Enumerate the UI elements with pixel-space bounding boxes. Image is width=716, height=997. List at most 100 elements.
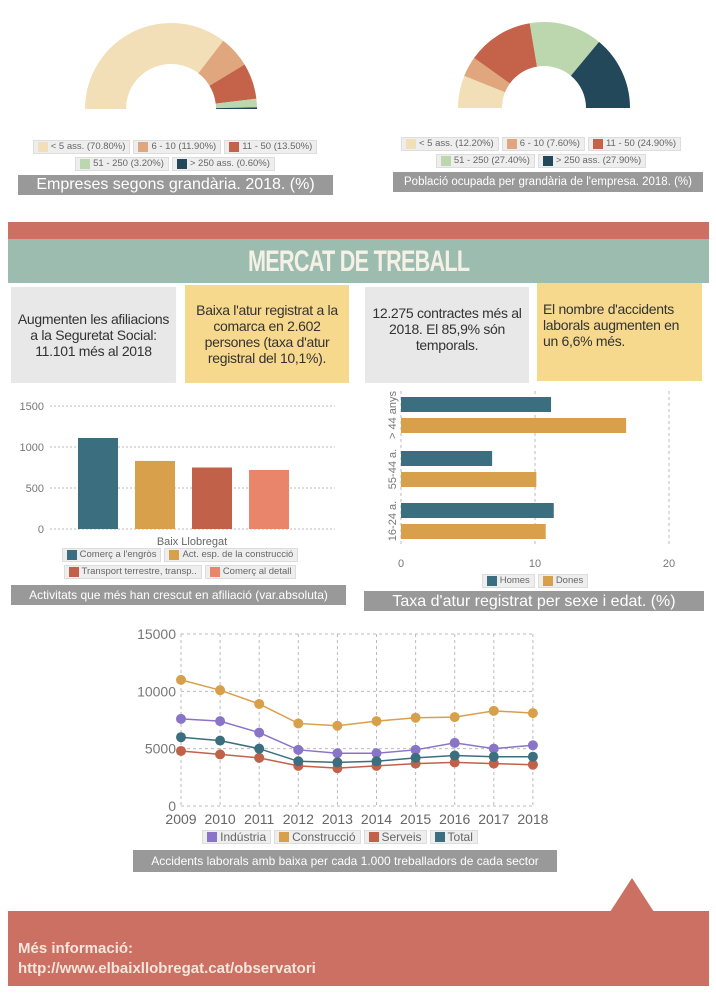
legend-item[interactable]: < 5 ass. (12.20%) [401, 137, 499, 151]
data-point [254, 752, 265, 763]
legend-swatch [176, 159, 187, 169]
highlight-unemployment: Baixa l'atur registrat a la comarca en 2… [185, 285, 349, 383]
bar [401, 503, 554, 518]
bar [401, 418, 627, 433]
x-tick-label: 10 [529, 558, 541, 570]
legend-item[interactable]: < 5 ass. (70.80%) [32, 140, 131, 154]
legend-item[interactable]: > 250 ass. (27.90%) [537, 154, 647, 168]
data-point [215, 685, 226, 696]
legend-swatch [434, 832, 445, 842]
donut-slice [464, 57, 510, 93]
legend-swatch [138, 142, 149, 152]
data-point [176, 732, 186, 743]
line-chart-accidents: 0 5000 10000 15000 2009 2010 2011 2012 2013 2014 2… [137, 626, 549, 827]
data-point [254, 743, 265, 754]
donut-slice [570, 41, 630, 109]
bar [78, 437, 118, 529]
bar [401, 451, 493, 466]
legend-item[interactable]: 51 - 250 (3.20%) [75, 157, 169, 171]
legend-label: Serveis [381, 830, 422, 844]
donut-legend-employment: < 5 ass. (12.20%) 6 - 10 (7.60%) 11 - 50 (… [366, 137, 716, 168]
legend-item[interactable]: Act. esp. de la construcció [164, 548, 299, 562]
legend-label: 51 - 250 (27.40%) [453, 155, 530, 166]
y-category-label: 55-44 a. [387, 449, 399, 489]
legend-swatch [506, 139, 517, 149]
legend-item[interactable]: 11 - 50 (24.90%) [587, 137, 681, 151]
legend-item[interactable]: Comerç a l'engròs [61, 548, 162, 562]
series-line [180, 679, 533, 727]
data-point [293, 718, 304, 729]
series-line [180, 718, 533, 755]
data-point [371, 748, 382, 759]
footer-pointer-triangle [610, 878, 654, 912]
legend-swatch [229, 142, 240, 152]
x-tick-label: 2012 [283, 811, 314, 827]
data-point [410, 752, 421, 763]
legend-item[interactable]: Indústria [202, 830, 272, 844]
bar [249, 469, 289, 529]
data-point [488, 751, 499, 762]
donut-slice [198, 40, 245, 86]
series-line [180, 736, 533, 764]
data-point [332, 757, 343, 768]
footer-url-link[interactable]: http://www.elbaixllobregat.cat/observato… [18, 960, 316, 977]
bar [401, 397, 552, 412]
x-tick-label: 2017 [478, 811, 509, 827]
data-point [371, 716, 382, 727]
legend-label: 6 - 10 (11.90%) [151, 141, 217, 152]
data-point [527, 751, 538, 762]
data-point [176, 745, 186, 756]
legend-item[interactable]: 6 - 10 (7.60%) [501, 137, 585, 151]
data-point [527, 708, 538, 719]
data-point [410, 712, 421, 723]
data-point [254, 698, 265, 709]
legend-item[interactable]: > 250 ass. (0.60%) [171, 157, 275, 171]
data-point [449, 750, 460, 761]
data-point [488, 705, 499, 716]
x-tick-label: 2016 [439, 811, 470, 827]
legend-label: < 5 ass. (12.20%) [419, 138, 494, 149]
donut-chart-companies [85, 23, 257, 110]
legend-item[interactable]: Homes [481, 574, 535, 588]
legend-item[interactable]: Serveis [363, 830, 427, 844]
donut-slice [529, 22, 600, 76]
data-point [488, 743, 499, 754]
legend-item[interactable]: 11 - 50 (13.50%) [224, 140, 318, 154]
legend-label: > 250 ass. (27.90%) [555, 155, 642, 166]
legend-swatch [66, 550, 77, 560]
legend-item[interactable]: 51 - 250 (27.40%) [435, 154, 535, 168]
chart-caption-affiliation: Activitats que més han crescut en afilia… [11, 585, 346, 605]
y-tick-label: 15000 [137, 626, 176, 642]
y-tick-label: 0 [38, 524, 44, 536]
legend-swatch [80, 159, 91, 169]
data-point [293, 744, 304, 755]
bar [401, 472, 537, 487]
x-tick-label: 2015 [400, 811, 431, 827]
legend-label: Indústria [220, 830, 267, 844]
legend-item[interactable]: Total [429, 830, 478, 844]
legend-item[interactable]: Transport terrestre, transp.. [63, 565, 202, 579]
donut-slice [458, 75, 506, 108]
legend-swatch [169, 550, 180, 560]
x-tick-label: 2013 [322, 811, 353, 827]
legend-item[interactable]: Dones [537, 574, 589, 588]
legend-swatch [542, 576, 553, 586]
x-category-label: Baix Llobregat [157, 536, 227, 548]
data-point [176, 713, 186, 724]
donut-slice [209, 64, 257, 104]
data-point [449, 737, 460, 748]
line-legend-accidents: Indústria Construcció Serveis Total [140, 830, 540, 844]
series-line [180, 750, 533, 769]
y-tick-label: 1500 [20, 401, 44, 413]
legend-label: Dones [555, 575, 584, 586]
legend-item[interactable]: Construcció [274, 830, 361, 844]
section-title: MERCAT DE TREBALL [8, 239, 709, 283]
legend-item[interactable]: 6 - 10 (11.90%) [133, 140, 222, 154]
data-point [527, 759, 538, 770]
legend-item[interactable]: Comerç al detall [204, 565, 297, 579]
x-tick-label: 2009 [165, 811, 196, 827]
x-tick-label: 2014 [361, 811, 392, 827]
legend-swatch [68, 567, 79, 577]
bar [135, 460, 175, 529]
